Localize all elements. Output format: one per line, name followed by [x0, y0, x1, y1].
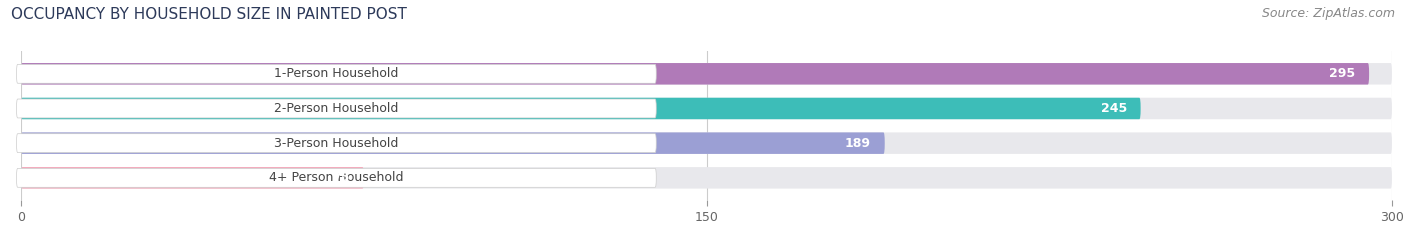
FancyBboxPatch shape	[21, 167, 1392, 188]
FancyBboxPatch shape	[21, 167, 364, 188]
Text: 295: 295	[1329, 67, 1355, 80]
FancyBboxPatch shape	[21, 132, 1392, 154]
FancyBboxPatch shape	[21, 63, 1392, 85]
FancyBboxPatch shape	[17, 168, 657, 187]
FancyBboxPatch shape	[17, 134, 657, 153]
FancyBboxPatch shape	[21, 98, 1392, 119]
Text: 75: 75	[333, 171, 350, 184]
FancyBboxPatch shape	[21, 98, 1140, 119]
Text: 1-Person Household: 1-Person Household	[274, 67, 398, 80]
Text: Source: ZipAtlas.com: Source: ZipAtlas.com	[1261, 7, 1395, 20]
FancyBboxPatch shape	[17, 99, 657, 118]
Text: 2-Person Household: 2-Person Household	[274, 102, 398, 115]
Text: OCCUPANCY BY HOUSEHOLD SIZE IN PAINTED POST: OCCUPANCY BY HOUSEHOLD SIZE IN PAINTED P…	[11, 7, 408, 22]
FancyBboxPatch shape	[21, 132, 884, 154]
Text: 245: 245	[1101, 102, 1128, 115]
FancyBboxPatch shape	[21, 63, 1369, 85]
FancyBboxPatch shape	[17, 64, 657, 83]
Text: 3-Person Household: 3-Person Household	[274, 137, 398, 150]
Text: 4+ Person Household: 4+ Person Household	[269, 171, 404, 184]
Text: 189: 189	[845, 137, 872, 150]
